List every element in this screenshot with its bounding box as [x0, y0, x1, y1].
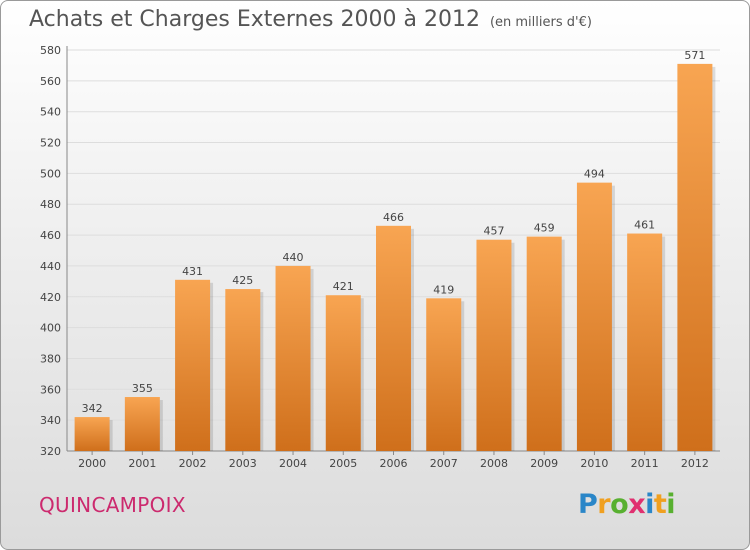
x-tick-label: 2002 [179, 457, 207, 470]
x-tick-label: 2000 [78, 457, 106, 470]
bar [426, 298, 462, 451]
bar-value-label: 571 [684, 49, 705, 62]
y-tick-labels: 320 340 360 380 400 420 440 460 480 500 520 540 560 5… [40, 44, 61, 458]
logo-letter: i [645, 489, 654, 520]
bar-value-label: 342 [82, 402, 103, 415]
y-tick-label: 520 [40, 137, 61, 150]
x-tick-label: 2012 [681, 457, 709, 470]
bar [526, 236, 562, 451]
bar-value-label: 494 [584, 168, 605, 181]
bar [325, 295, 361, 451]
chart-title: Achats et Charges Externes 2000 à 2012 (e… [29, 7, 592, 32]
y-tick-label: 560 [40, 75, 61, 88]
x-tick-label: 2008 [480, 457, 508, 470]
y-tick-label: 400 [40, 322, 61, 335]
bar-value-label: 459 [534, 222, 555, 235]
logo-letter: i [666, 489, 676, 520]
y-tick-label: 420 [40, 291, 61, 304]
y-tick-label: 320 [40, 445, 61, 458]
bar [376, 225, 411, 451]
y-tick-label: 540 [40, 106, 61, 119]
commune-name: QUINCAMPOIX [39, 493, 186, 517]
bar [225, 289, 261, 451]
logo-letter: t [653, 489, 667, 520]
logo-letter: o [610, 489, 629, 520]
bar-value-label: 355 [132, 382, 153, 395]
y-tick-label: 460 [40, 229, 61, 242]
bar-value-label: 419 [433, 283, 454, 296]
bar-value-label: 440 [283, 251, 304, 264]
bar-value-label: 421 [333, 280, 354, 293]
x-tick-label: 2001 [128, 457, 156, 470]
x-tick-labels: 2000 2001 2002 2003 2004 2005 2006 2007 2008 2009… [78, 451, 709, 470]
logo-letter: x [628, 489, 646, 520]
x-tick-label: 2003 [229, 457, 257, 470]
y-tick-label: 500 [40, 167, 61, 180]
y-tick-label: 340 [40, 414, 61, 427]
bar [576, 182, 612, 451]
y-tick-label: 380 [40, 352, 61, 365]
data-labels: 342 355 431 425 440 421 466 419 457 459 494 461 571 [82, 49, 706, 415]
x-tick-label: 2005 [329, 457, 357, 470]
x-tick-label: 2004 [279, 457, 307, 470]
x-tick-label: 2006 [380, 457, 408, 470]
bar [677, 63, 713, 451]
x-tick-label: 2010 [580, 457, 608, 470]
proxiti-logo: Proxiti [578, 489, 676, 520]
bar-value-label: 466 [383, 211, 404, 224]
x-tick-label: 2011 [631, 457, 659, 470]
logo-letter: r [597, 489, 611, 520]
chart-unit-note: (en milliers d'€) [489, 15, 592, 30]
x-tick-label: 2007 [430, 457, 458, 470]
bar [124, 397, 160, 451]
bar-value-label: 457 [483, 225, 504, 238]
bar [175, 279, 211, 451]
bar-value-label: 425 [232, 274, 253, 287]
bar-value-label: 431 [182, 265, 203, 278]
logo-letter: P [578, 489, 598, 520]
y-tick-label: 480 [40, 198, 61, 211]
chart-title-text: Achats et Charges Externes 2000 à 2012 [29, 7, 480, 32]
y-tick-label: 580 [40, 44, 61, 57]
y-tick-label: 360 [40, 383, 61, 396]
bar [476, 239, 512, 451]
bar-value-label: 461 [634, 219, 655, 232]
bar [627, 233, 663, 451]
bars [74, 63, 716, 451]
bar [275, 265, 311, 451]
y-tick-label: 440 [40, 260, 61, 273]
bar [74, 417, 110, 451]
x-tick-label: 2009 [530, 457, 558, 470]
